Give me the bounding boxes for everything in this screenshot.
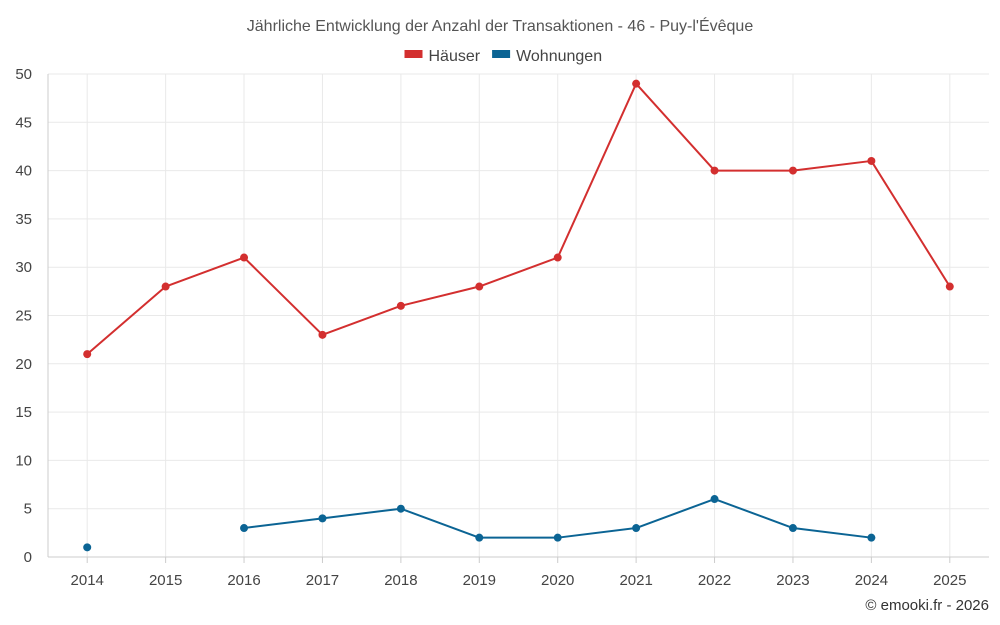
data-point[interactable] bbox=[788, 166, 797, 175]
data-point[interactable] bbox=[945, 282, 954, 291]
grid bbox=[48, 73, 989, 558]
data-point[interactable] bbox=[632, 524, 641, 533]
data-point[interactable] bbox=[553, 533, 562, 542]
data-point[interactable] bbox=[396, 301, 405, 310]
legend-item[interactable]: Wohnungen bbox=[492, 48, 602, 65]
y-tick-label: 35 bbox=[15, 211, 32, 228]
legend: Häuser Wohnungen bbox=[404, 48, 602, 65]
data-point[interactable] bbox=[161, 282, 170, 291]
y-tick-label: 15 bbox=[15, 404, 32, 421]
x-tick-label: 2023 bbox=[776, 572, 809, 589]
credit-text: © emooki.fr - 2026 bbox=[865, 597, 989, 614]
y-tick-label: 45 bbox=[15, 114, 32, 131]
y-tick-label: 50 bbox=[15, 66, 32, 83]
y-tick-label: 10 bbox=[15, 452, 32, 469]
y-tick-label: 5 bbox=[24, 501, 32, 518]
chart-title: Jährliche Entwicklung der Anzahl der Tra… bbox=[247, 16, 754, 35]
y-tick-label: 25 bbox=[15, 308, 32, 325]
y-tick-label: 0 bbox=[24, 549, 32, 566]
data-point[interactable] bbox=[83, 543, 92, 552]
y-tick-label: 30 bbox=[15, 259, 32, 276]
y-tick-label: 20 bbox=[15, 356, 32, 373]
data-point[interactable] bbox=[318, 330, 327, 339]
legend-label: Häuser bbox=[429, 48, 481, 65]
data-point[interactable] bbox=[396, 504, 405, 513]
data-point[interactable] bbox=[475, 282, 484, 291]
data-point[interactable] bbox=[83, 350, 92, 359]
legend-swatch bbox=[404, 50, 423, 58]
x-tick-label: 2019 bbox=[463, 572, 496, 589]
series-line bbox=[86, 82, 951, 355]
data-point[interactable] bbox=[475, 533, 484, 542]
x-tick-label: 2018 bbox=[384, 572, 417, 589]
data-point[interactable] bbox=[710, 495, 719, 504]
data-point[interactable] bbox=[240, 253, 249, 262]
series-Häuser bbox=[83, 79, 954, 359]
legend-item[interactable]: Häuser bbox=[404, 48, 481, 65]
data-point[interactable] bbox=[632, 79, 641, 88]
x-tick-label: 2025 bbox=[933, 572, 966, 589]
x-tick-label: 2020 bbox=[541, 572, 574, 589]
series-Wohnungen bbox=[83, 495, 876, 552]
x-tick-label: 2016 bbox=[227, 572, 260, 589]
x-tick-label: 2014 bbox=[71, 572, 104, 589]
data-point[interactable] bbox=[240, 524, 249, 533]
x-tick-label: 2021 bbox=[619, 572, 652, 589]
x-tick-label: 2015 bbox=[149, 572, 182, 589]
data-point[interactable] bbox=[788, 524, 797, 533]
x-tick-label: 2017 bbox=[306, 572, 339, 589]
x-tick-label: 2022 bbox=[698, 572, 731, 589]
x-tick-label: 2024 bbox=[855, 572, 888, 589]
data-point[interactable] bbox=[318, 514, 327, 523]
data-point[interactable] bbox=[553, 253, 562, 262]
series-layer bbox=[83, 79, 954, 552]
y-tick-label: 40 bbox=[15, 163, 32, 180]
legend-label: Wohnungen bbox=[516, 48, 602, 65]
data-point[interactable] bbox=[710, 166, 719, 175]
legend-swatch bbox=[492, 50, 511, 58]
data-point[interactable] bbox=[867, 156, 876, 165]
data-point[interactable] bbox=[867, 533, 876, 542]
